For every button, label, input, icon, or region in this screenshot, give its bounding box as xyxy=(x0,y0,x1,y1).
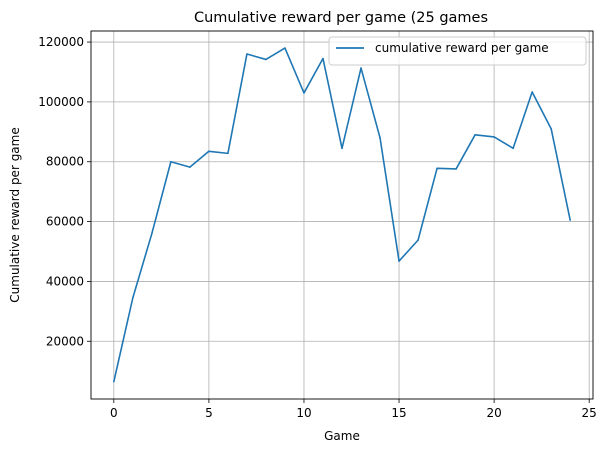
data-point xyxy=(265,58,267,61)
data-point xyxy=(379,137,381,139)
x-tick-label: 10 xyxy=(296,406,311,420)
data-point xyxy=(436,167,438,170)
data-point xyxy=(360,67,362,69)
y-tick-label: 40000 xyxy=(46,274,84,288)
grid xyxy=(91,31,593,399)
series-line xyxy=(113,47,571,382)
y-tick-label: 100000 xyxy=(38,95,84,109)
axis-ticks: 0 5 10 15 20 25 20000 40000 60000 80000 100000 1200… xyxy=(38,35,597,420)
plot-area-frame xyxy=(90,30,594,400)
data-point xyxy=(455,168,457,170)
y-tick-label: 60000 xyxy=(46,215,84,229)
data-point xyxy=(474,134,476,136)
data-point xyxy=(303,92,305,94)
data-point xyxy=(493,136,495,138)
data-point xyxy=(398,260,400,262)
data-point xyxy=(569,219,571,221)
data-point xyxy=(189,166,191,168)
y-tick-label: 20000 xyxy=(46,334,84,348)
data-point xyxy=(531,91,533,93)
data-point xyxy=(208,150,210,153)
legend: cumulative reward per game xyxy=(328,36,587,66)
data-point xyxy=(151,232,153,235)
y-tick-label: 120000 xyxy=(38,35,84,49)
data-point xyxy=(512,147,514,150)
series-layer xyxy=(113,47,571,383)
data-point xyxy=(417,239,419,241)
y-axis-label: Cumulative reward per game xyxy=(8,127,22,302)
legend-box xyxy=(328,36,587,66)
x-tick-label: 20 xyxy=(486,406,501,420)
data-point xyxy=(341,147,343,150)
chart-title: Cumulative reward per game (25 games xyxy=(194,10,488,26)
data-point xyxy=(113,380,115,383)
legend-label: cumulative reward per game xyxy=(375,41,549,55)
data-point xyxy=(170,160,172,163)
data-point xyxy=(227,152,229,155)
data-point xyxy=(132,297,134,299)
x-tick-label: 25 xyxy=(582,406,597,420)
x-tick-label: 5 xyxy=(205,406,213,420)
data-point xyxy=(284,47,286,49)
data-point xyxy=(246,53,248,55)
x-axis-label: Game xyxy=(324,429,360,443)
y-tick-label: 80000 xyxy=(46,155,84,169)
data-point xyxy=(550,128,552,130)
data-point xyxy=(322,57,324,60)
x-tick-label: 15 xyxy=(391,406,406,420)
x-tick-label: 0 xyxy=(110,406,118,420)
